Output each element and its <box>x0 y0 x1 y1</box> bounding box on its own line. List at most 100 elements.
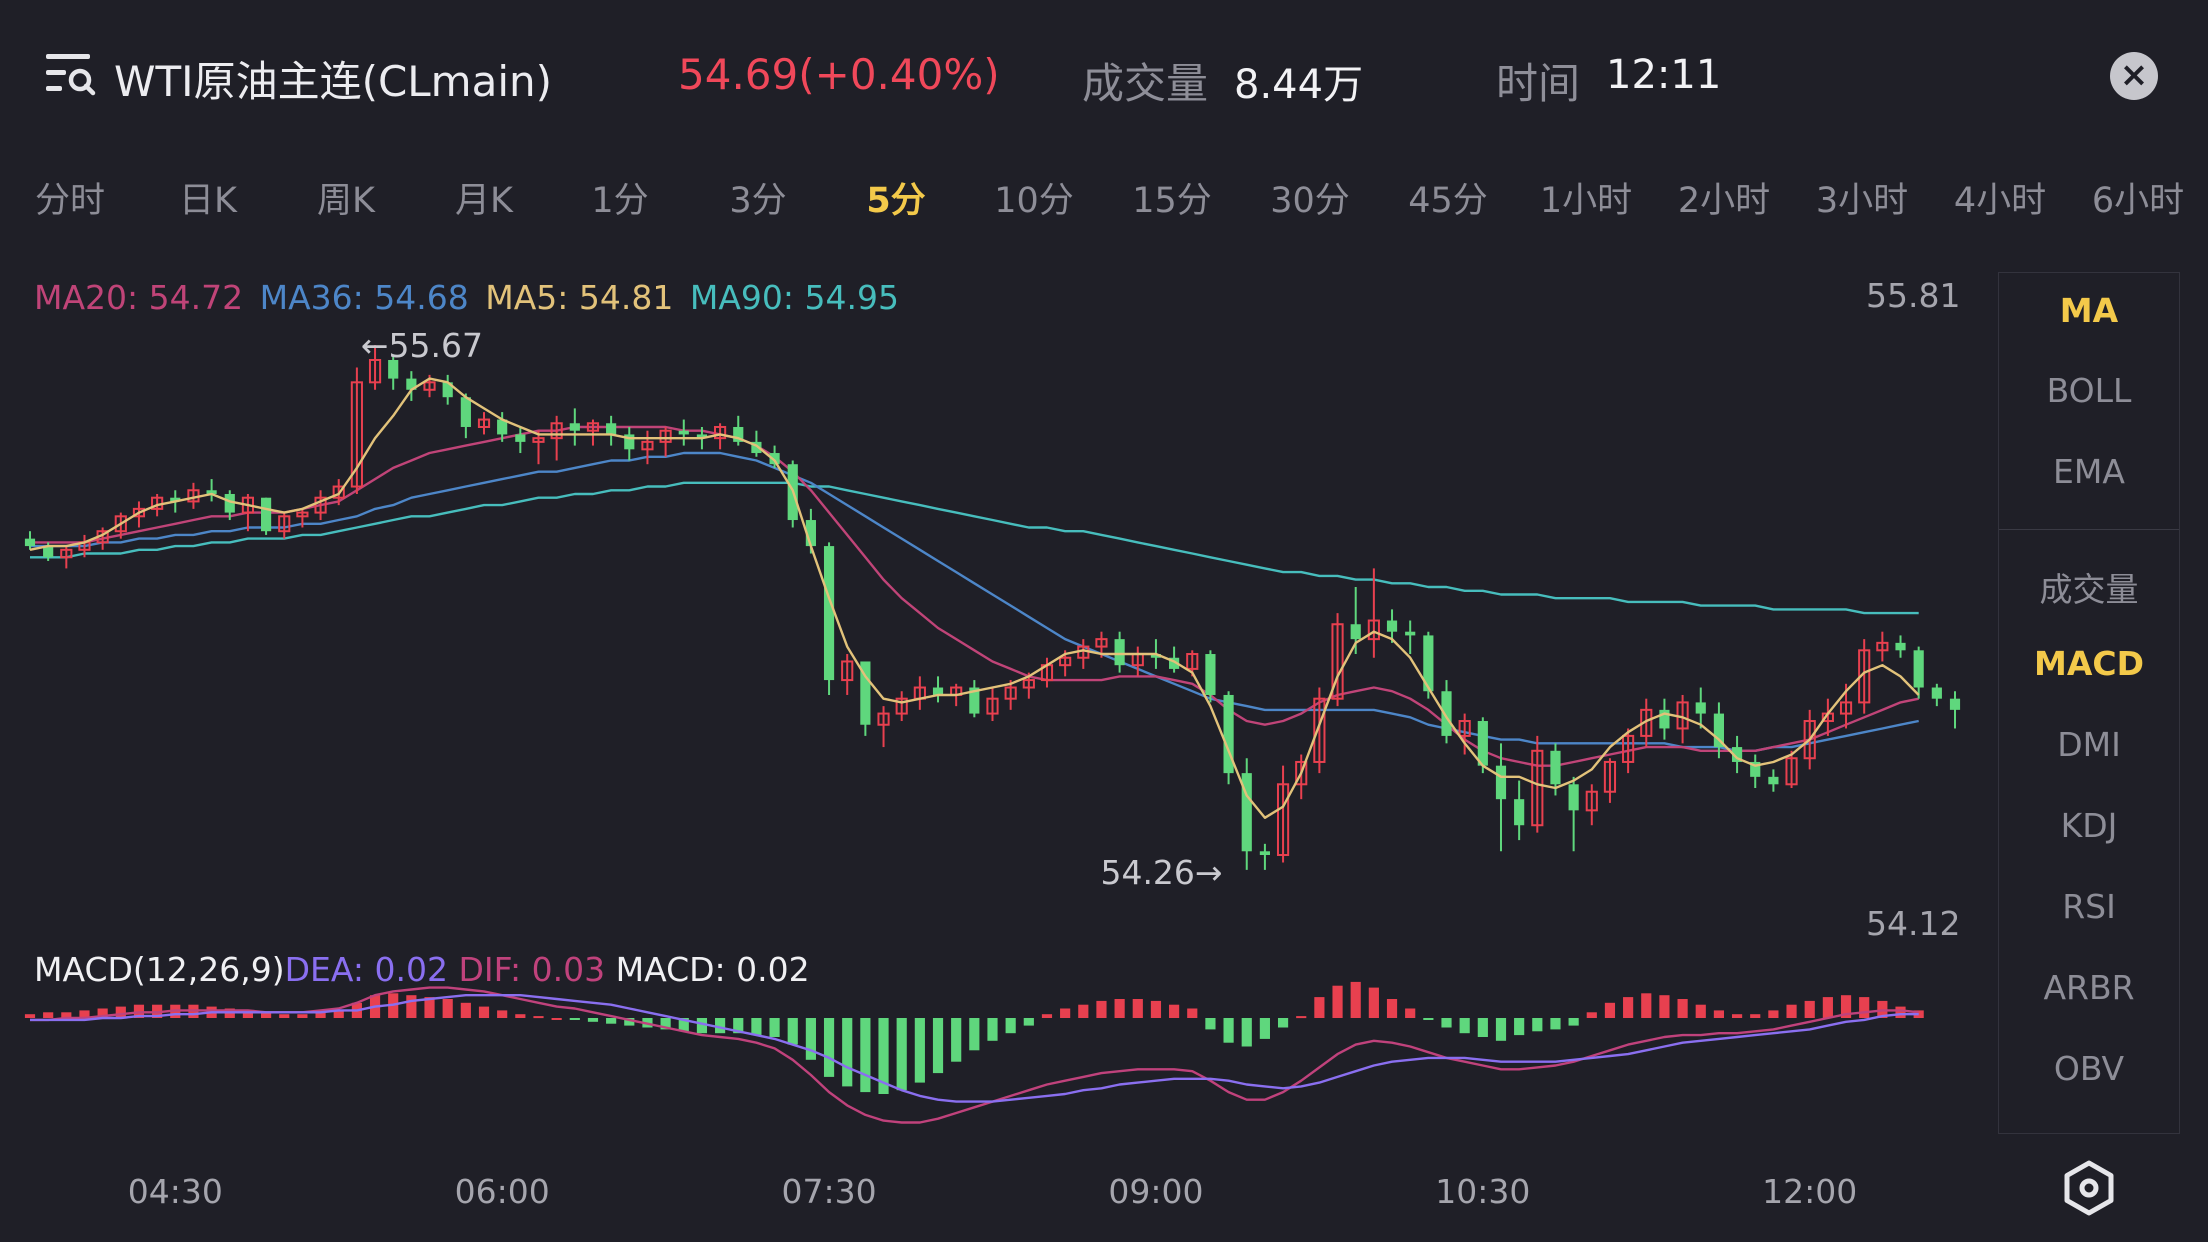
tab-15[interactable]: 6小时 <box>2091 181 2185 221</box>
macd-bar <box>751 1018 762 1036</box>
macd-bar <box>115 1006 126 1018</box>
macd-bar <box>951 1018 962 1062</box>
candle-body <box>1276 783 1290 857</box>
macd-bar <box>242 1010 254 1018</box>
candle-body <box>877 712 890 726</box>
candle-body <box>43 546 54 558</box>
dea-legend: DEA: 0.02 <box>284 950 448 989</box>
candle-body <box>823 546 835 681</box>
macd-bar <box>624 1018 635 1026</box>
indicator-sub-4[interactable]: RSI <box>2062 887 2116 926</box>
candle-body <box>332 485 345 499</box>
macd-bar <box>1277 1018 1289 1028</box>
macd-bar <box>606 1018 617 1024</box>
tab-5[interactable]: 3分 <box>729 181 787 221</box>
tab-6[interactable]: 5分 <box>866 181 926 221</box>
indicator-main-2[interactable]: EMA <box>2053 452 2125 491</box>
candle-body <box>1331 623 1344 700</box>
macd-bar <box>1786 1004 1797 1018</box>
macd-bar <box>1132 999 1143 1018</box>
tab-1[interactable]: 日K <box>179 181 237 221</box>
macd-legend: MACD(12,26,9)DEA: 0.02 DIF: 0.03 MACD: 0… <box>34 950 810 989</box>
indicator-main-0[interactable]: MA <box>2059 291 2119 330</box>
candle-body <box>1186 653 1199 670</box>
high-price-marker: ←55.67 <box>361 326 483 365</box>
candle-body <box>1458 720 1471 737</box>
candle-body <box>969 687 980 714</box>
macd-bar <box>1586 1012 1597 1018</box>
macd-bar <box>1750 1014 1761 1018</box>
candle-body <box>1585 790 1598 812</box>
macd-bar <box>769 1018 780 1037</box>
candle-body <box>278 515 291 533</box>
macd-bar <box>805 1018 816 1060</box>
candle-body <box>569 423 580 431</box>
candle-body <box>1022 679 1035 689</box>
tab-13[interactable]: 3小时 <box>1815 181 1909 221</box>
macd-bar <box>1314 997 1325 1018</box>
close-button[interactable]: × <box>2110 52 2158 100</box>
candle-body <box>24 538 36 547</box>
candle-body <box>314 496 327 514</box>
candle-body <box>1169 657 1180 669</box>
indicator-sub-3[interactable]: KDJ <box>2060 806 2118 845</box>
indicator-sub-2[interactable]: DMI <box>2057 725 2121 764</box>
indicator-sub-0[interactable]: 成交量 <box>2039 570 2139 609</box>
candle-body <box>60 548 73 559</box>
tab-11[interactable]: 1小时 <box>1539 181 1633 221</box>
macd-bar <box>1623 997 1634 1018</box>
macd-bar <box>1332 985 1343 1018</box>
tab-10[interactable]: 45分 <box>1408 181 1488 221</box>
dea-line <box>30 994 1919 1103</box>
settings-hexagon-icon[interactable] <box>2062 1160 2116 1216</box>
macd-bar <box>1895 1006 1906 1018</box>
macd-bar <box>478 1006 490 1018</box>
macd-bar <box>1641 993 1652 1018</box>
macd-bar <box>61 1012 72 1018</box>
tab-9[interactable]: 30分 <box>1270 181 1350 221</box>
candle-body <box>132 507 146 518</box>
symbol-title[interactable]: WTI原油主连(CLmain) <box>114 57 553 106</box>
macd-bar <box>1441 1018 1452 1028</box>
tab-8[interactable]: 15分 <box>1132 181 1212 221</box>
candle-body <box>1295 760 1308 786</box>
time-tick: 10:30 <box>1435 1172 1531 1211</box>
macd-bar <box>1350 981 1361 1018</box>
macd-bar <box>97 1008 108 1018</box>
candle-body <box>1895 642 1906 651</box>
macd-bar <box>424 997 435 1018</box>
tab-4[interactable]: 1分 <box>591 181 649 221</box>
tab-14[interactable]: 4小时 <box>1953 181 2047 221</box>
candle-body <box>114 515 127 533</box>
ma20-legend: MA20: 54.72 <box>34 278 244 317</box>
tab-0[interactable]: 分时 <box>34 181 106 221</box>
tab-12[interactable]: 2小时 <box>1677 181 1771 221</box>
menu-search-icon[interactable] <box>46 52 96 98</box>
macd-bar <box>551 1018 562 1020</box>
tab-7[interactable]: 10分 <box>994 181 1074 221</box>
candle-body <box>1713 713 1724 748</box>
candle-body <box>1931 687 1942 699</box>
indicator-main-1[interactable]: BOLL <box>2046 371 2132 410</box>
candle-body <box>1313 697 1326 763</box>
candle-body <box>769 453 780 465</box>
candle-body <box>388 359 399 379</box>
candle-body <box>1839 701 1853 715</box>
candle-body <box>895 697 908 715</box>
macd-bar <box>1713 1010 1724 1018</box>
macd-bar <box>1368 987 1379 1018</box>
indicator-sub-5[interactable]: ARBR <box>2043 968 2135 1007</box>
candle-body <box>1241 773 1252 852</box>
indicator-sub-6[interactable]: OBV <box>2053 1049 2125 1088</box>
macd-bar <box>1205 1018 1216 1030</box>
candle-body <box>1495 765 1507 800</box>
macd-bar <box>1459 1018 1470 1034</box>
tab-2[interactable]: 周K <box>317 181 375 221</box>
macd-bar <box>1731 1014 1743 1018</box>
candle-body <box>1423 635 1434 692</box>
dif-legend: DIF: 0.03 <box>458 950 606 989</box>
tab-3[interactable]: 月K <box>455 181 513 221</box>
indicator-sub-1[interactable]: MACD <box>2034 644 2144 683</box>
macd-bar <box>896 1018 907 1091</box>
